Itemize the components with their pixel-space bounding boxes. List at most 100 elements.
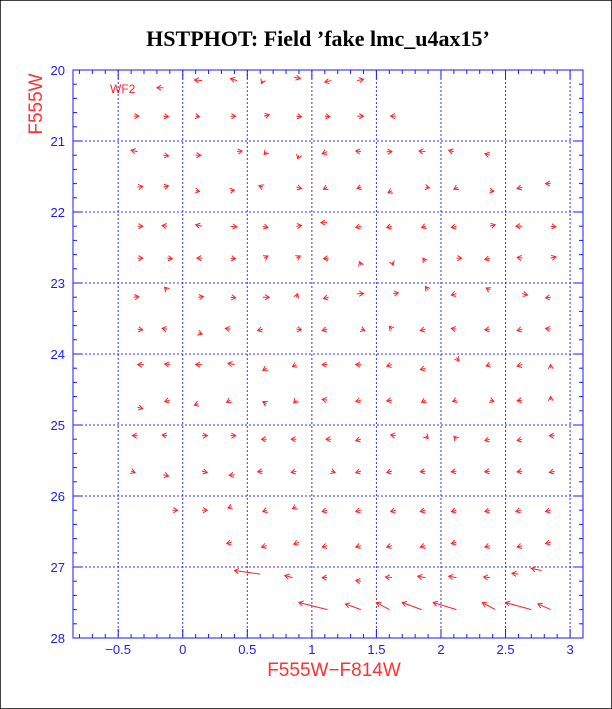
offset-vector	[356, 77, 365, 84]
vector-head	[516, 326, 523, 333]
offset-vector	[137, 326, 144, 333]
vector-head	[375, 601, 382, 608]
vector-line	[230, 225, 238, 228]
offset-vector	[483, 507, 491, 514]
vector-line	[417, 575, 426, 579]
offset-vector	[418, 148, 426, 155]
vector-line	[537, 603, 551, 611]
vector-line	[130, 149, 138, 153]
offset-vector	[291, 362, 298, 368]
vector-head	[490, 222, 497, 229]
offset-vector	[163, 113, 170, 120]
offset-vector	[516, 468, 523, 475]
vector-head	[330, 468, 336, 475]
offset-vector	[161, 432, 168, 439]
offset-vector	[321, 149, 328, 156]
vector-line	[511, 572, 519, 575]
vector-head	[385, 543, 392, 549]
y-tick-label: 20	[51, 63, 65, 78]
offset-vector	[161, 223, 168, 230]
vector-head	[504, 600, 511, 607]
offset-vector	[432, 600, 457, 611]
vector-head	[290, 468, 297, 475]
offset-vector	[522, 291, 529, 297]
vector-head	[548, 468, 555, 475]
vector-head	[227, 361, 233, 368]
offset-vector	[385, 397, 392, 404]
offset-vector	[296, 223, 303, 230]
vector-head	[322, 184, 329, 191]
offset-vector	[516, 326, 523, 333]
offset-vector	[194, 187, 201, 194]
offset-vector	[230, 113, 237, 120]
offset-vector	[544, 325, 551, 332]
offset-vector	[261, 365, 268, 372]
vector-head	[419, 468, 426, 475]
offset-vector	[354, 436, 362, 443]
vector-head	[225, 397, 232, 404]
offset-vector	[483, 255, 491, 262]
offset-vector	[164, 286, 170, 293]
offset-vector	[536, 602, 551, 611]
offset-vector	[419, 365, 426, 372]
vector-head	[138, 223, 144, 230]
vector-head	[319, 219, 326, 226]
vector-head	[263, 149, 270, 156]
vector-head	[261, 507, 268, 514]
vector-head	[230, 255, 237, 262]
offset-vector	[453, 435, 459, 442]
offset-vector	[225, 397, 232, 404]
offset-vector	[229, 76, 238, 83]
offset-vector	[230, 294, 237, 301]
vector-line	[433, 602, 457, 611]
offset-vector	[262, 223, 269, 230]
offset-vector	[489, 187, 495, 194]
vector-head	[131, 432, 137, 439]
vector-head	[389, 507, 396, 514]
vector-head	[194, 361, 201, 368]
offset-vector	[386, 148, 393, 155]
offset-vector	[516, 543, 523, 549]
offset-vector	[423, 433, 429, 440]
offset-vector	[321, 507, 328, 514]
vector-head	[489, 187, 495, 194]
vector-head	[164, 286, 170, 293]
vector-line	[376, 602, 390, 611]
offset-vector	[389, 113, 396, 120]
offset-vector	[319, 219, 328, 226]
offset-vector	[550, 223, 557, 230]
y-tick-labels: 20 21 22 23 24 25 26 27 28	[51, 63, 65, 646]
offset-vector	[161, 325, 168, 332]
panel-label: WF2	[110, 82, 136, 96]
vector-head	[193, 77, 200, 84]
vector-head	[447, 573, 454, 580]
x-tick-labels: −0.5 0 0.5 1 1.5 2 2.5 3	[105, 642, 573, 657]
vector-head	[544, 180, 551, 187]
vector-head	[202, 468, 209, 475]
vector-head	[457, 255, 463, 262]
vector-head	[522, 291, 529, 297]
vector-head	[323, 78, 330, 85]
offset-vector	[322, 294, 329, 301]
offset-vector	[321, 361, 328, 368]
offset-vector	[228, 471, 235, 478]
x-tick-label: 1.5	[367, 642, 385, 657]
offset-vector	[544, 539, 551, 546]
offset-vector	[354, 507, 362, 514]
offset-vector	[354, 468, 362, 475]
offset-vector	[354, 543, 362, 549]
offset-vector	[357, 113, 365, 120]
vector-head	[193, 400, 200, 407]
vector-head	[481, 601, 488, 608]
vector-head	[488, 397, 495, 404]
offset-vector	[485, 287, 492, 293]
vector-head	[354, 223, 361, 230]
vector-head	[263, 223, 269, 230]
grid	[73, 70, 583, 638]
vector-head	[264, 112, 271, 119]
vector-head	[260, 436, 267, 443]
vector-head	[387, 148, 393, 155]
offset-vector	[198, 294, 205, 301]
offset-vector	[447, 148, 455, 155]
vector-head	[454, 356, 460, 362]
